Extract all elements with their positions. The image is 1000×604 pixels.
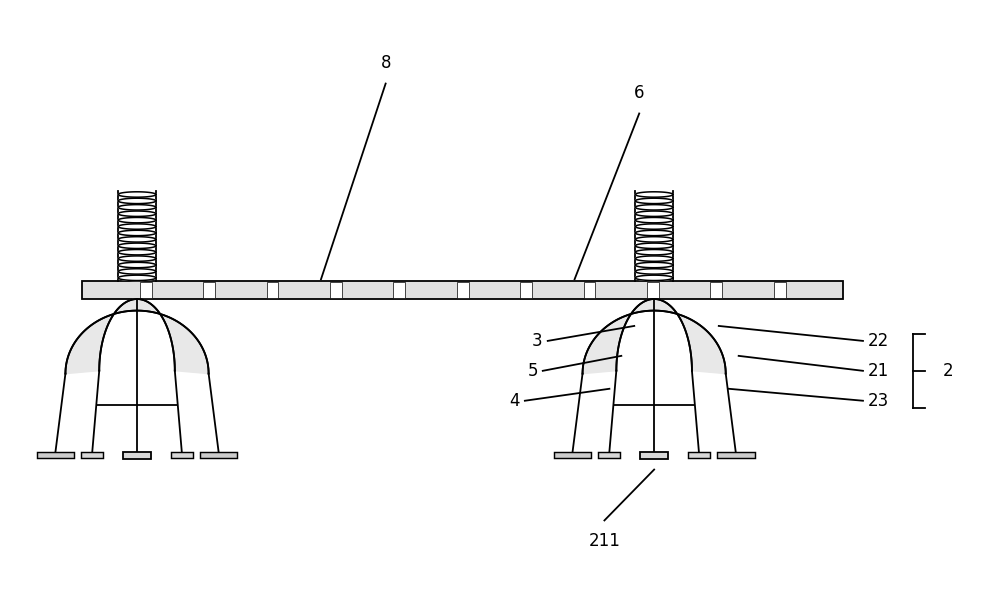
Polygon shape [635, 192, 673, 197]
Bar [647, 281, 659, 298]
Polygon shape [118, 198, 156, 204]
Bar [330, 281, 342, 298]
Polygon shape [635, 269, 673, 274]
Polygon shape [118, 269, 156, 274]
Bar [520, 281, 532, 298]
Bar [81, 452, 103, 458]
Bar [688, 452, 710, 458]
Polygon shape [635, 237, 673, 242]
Text: 6: 6 [634, 83, 644, 101]
Polygon shape [635, 224, 673, 230]
Polygon shape [118, 205, 156, 210]
Bar [82, 281, 843, 299]
Polygon shape [635, 217, 673, 223]
Polygon shape [635, 249, 673, 255]
Polygon shape [118, 249, 156, 255]
Polygon shape [118, 237, 156, 242]
Polygon shape [635, 243, 673, 248]
Text: 23: 23 [868, 392, 889, 410]
Bar [774, 281, 786, 298]
Polygon shape [635, 211, 673, 216]
Polygon shape [635, 230, 673, 236]
Text: 21: 21 [868, 362, 889, 380]
Text: 22: 22 [868, 332, 889, 350]
Text: 8: 8 [380, 54, 391, 72]
Polygon shape [118, 230, 156, 236]
Bar [710, 281, 722, 298]
Bar [640, 452, 668, 459]
Bar [717, 452, 755, 458]
Bar [584, 281, 595, 298]
Bar [203, 281, 215, 298]
Polygon shape [635, 275, 673, 280]
Bar [37, 452, 74, 458]
Text: 2: 2 [943, 362, 953, 380]
Polygon shape [635, 262, 673, 268]
Polygon shape [118, 224, 156, 230]
Text: 5: 5 [527, 362, 538, 380]
Bar [457, 281, 469, 298]
Polygon shape [635, 198, 673, 204]
Bar [598, 452, 620, 458]
Bar [123, 452, 151, 459]
Polygon shape [118, 256, 156, 262]
Polygon shape [635, 205, 673, 210]
Bar [554, 452, 591, 458]
Bar [140, 281, 152, 298]
Text: 3: 3 [532, 332, 543, 350]
Bar [393, 281, 405, 298]
Polygon shape [118, 192, 156, 197]
Bar [267, 281, 278, 298]
Bar [171, 452, 193, 458]
Polygon shape [635, 256, 673, 262]
Text: 4: 4 [509, 392, 520, 410]
Polygon shape [118, 262, 156, 268]
Polygon shape [118, 211, 156, 216]
Polygon shape [118, 243, 156, 248]
Polygon shape [583, 299, 726, 374]
Bar [200, 452, 237, 458]
Text: 211: 211 [588, 532, 620, 550]
Polygon shape [118, 275, 156, 280]
Polygon shape [65, 299, 209, 374]
Polygon shape [118, 217, 156, 223]
